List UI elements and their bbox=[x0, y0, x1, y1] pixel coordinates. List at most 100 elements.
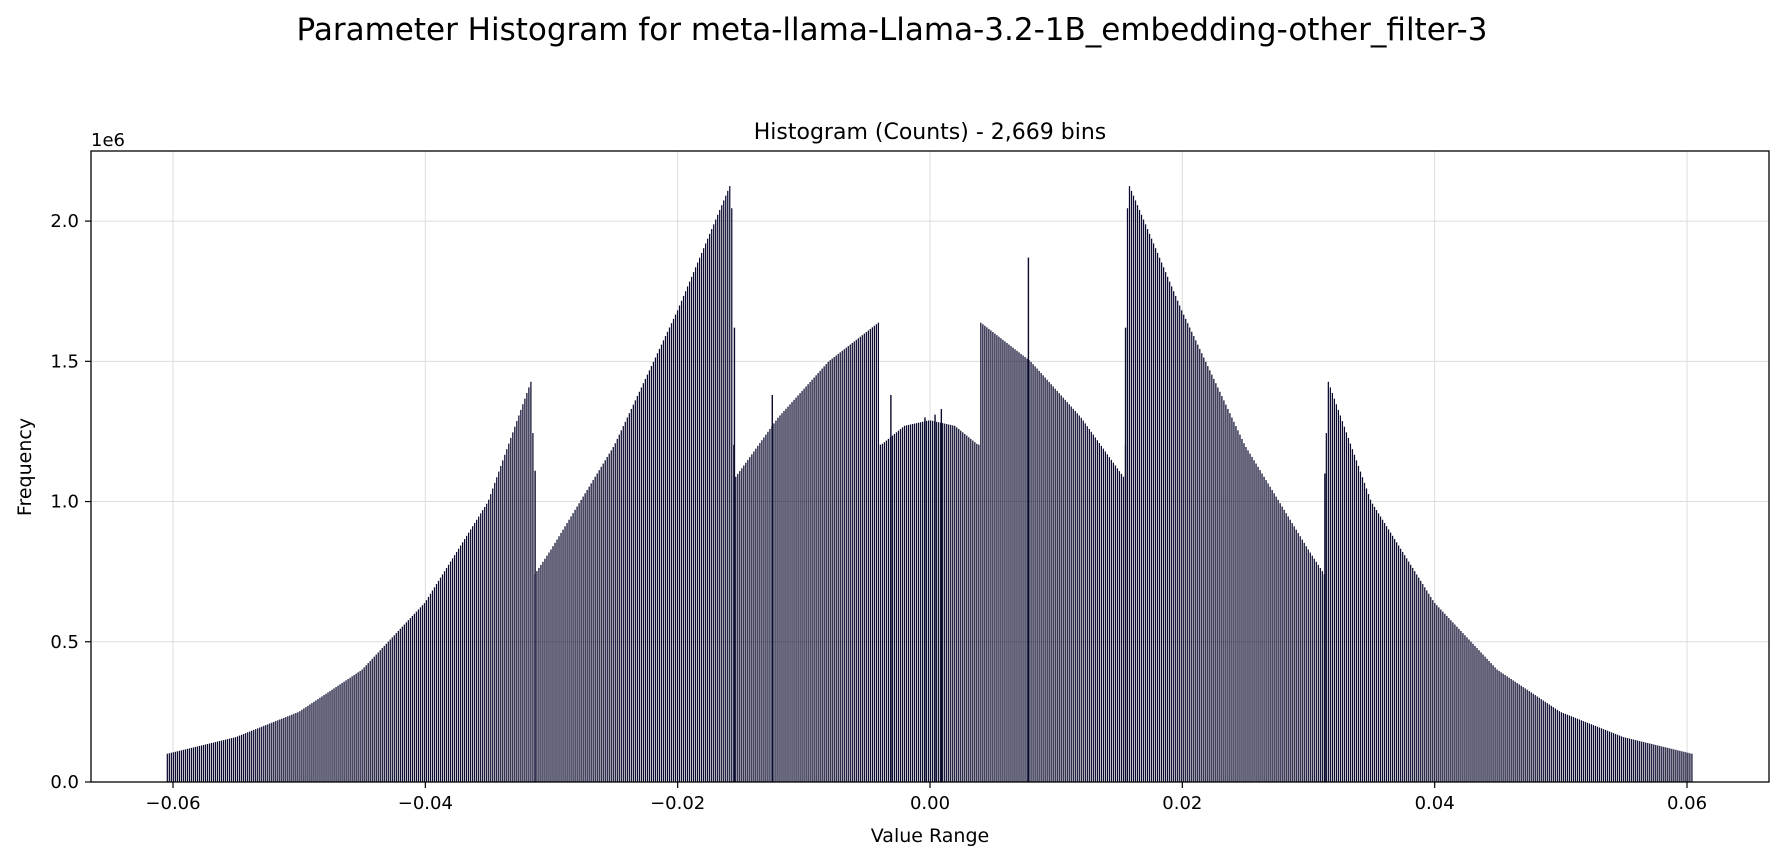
histogram-bar bbox=[271, 722, 273, 782]
y-axis: 0.0 0.5 1.0 1.5 2.0 bbox=[50, 211, 91, 793]
histogram-bar bbox=[1263, 476, 1265, 782]
histogram-bar bbox=[737, 473, 739, 782]
histogram-bar bbox=[1355, 460, 1358, 782]
histogram-bar bbox=[1225, 404, 1227, 782]
histogram-bar bbox=[1229, 413, 1231, 782]
histogram-bar bbox=[650, 366, 653, 782]
histogram-bar bbox=[980, 322, 982, 782]
histogram-bar bbox=[415, 611, 418, 782]
histogram-bar bbox=[194, 746, 197, 782]
histogram-bar bbox=[1267, 483, 1269, 782]
histogram-bar bbox=[1466, 637, 1468, 782]
histogram-bar bbox=[397, 630, 399, 782]
histogram-bar bbox=[925, 420, 928, 782]
x-tick-label: −0.06 bbox=[145, 793, 200, 814]
histogram-bar bbox=[556, 539, 558, 782]
histogram-bar bbox=[1598, 727, 1601, 782]
histogram-bar bbox=[1255, 463, 1257, 782]
histogram-bar bbox=[1379, 516, 1382, 782]
histogram-bar bbox=[962, 432, 964, 782]
histogram-bar bbox=[1359, 471, 1362, 782]
histogram-bar bbox=[353, 674, 355, 782]
histogram-bar bbox=[1685, 752, 1687, 782]
histogram-bar bbox=[1488, 660, 1490, 782]
histogram-bar bbox=[232, 737, 235, 782]
histogram-bar bbox=[1245, 447, 1247, 782]
histogram-bar bbox=[267, 724, 269, 782]
histogram-bar bbox=[1062, 397, 1064, 782]
histogram-bar bbox=[1213, 378, 1215, 782]
histogram-bar bbox=[401, 626, 403, 782]
histogram-bar bbox=[1122, 476, 1125, 782]
histogram-bar bbox=[468, 532, 470, 782]
histogram-bar bbox=[1394, 539, 1396, 782]
histogram-bar bbox=[841, 350, 843, 782]
histogram-bar bbox=[1438, 607, 1440, 782]
histogram-bar bbox=[1392, 535, 1394, 782]
histogram-bar bbox=[441, 574, 444, 782]
histogram-bar bbox=[1088, 429, 1090, 782]
histogram-bar bbox=[1036, 368, 1038, 782]
histogram-bar bbox=[727, 190, 729, 782]
histogram-bar bbox=[1050, 384, 1052, 782]
histogram-bar bbox=[1641, 741, 1643, 782]
histogram-bar bbox=[1508, 677, 1510, 782]
histogram-bar bbox=[1432, 600, 1434, 782]
histogram-bar bbox=[672, 318, 675, 782]
histogram-bar bbox=[1536, 696, 1538, 782]
histogram-bar bbox=[907, 424, 910, 782]
histogram-bar bbox=[944, 423, 946, 782]
histogram-bar bbox=[1181, 310, 1183, 782]
histogram-bar bbox=[1456, 626, 1458, 782]
histogram-bar bbox=[988, 328, 990, 782]
histogram-bar bbox=[1134, 200, 1137, 783]
histogram-bar bbox=[315, 700, 317, 782]
histogram-bar bbox=[688, 281, 691, 782]
histogram-bar bbox=[367, 663, 369, 782]
histogram-bar bbox=[1645, 742, 1647, 782]
histogram-bar bbox=[602, 463, 604, 782]
histogram-bar bbox=[1209, 370, 1211, 782]
histogram-bar bbox=[574, 509, 576, 782]
histogram-bar bbox=[377, 652, 379, 782]
histogram-bar bbox=[1408, 561, 1410, 782]
histogram-bar bbox=[662, 340, 665, 782]
histogram-bar bbox=[1524, 688, 1526, 782]
histogram-bar bbox=[301, 709, 303, 782]
histogram-bar bbox=[1504, 674, 1506, 782]
histogram-bar bbox=[1024, 357, 1026, 782]
histogram-bar bbox=[899, 429, 902, 782]
histogram-bar bbox=[1478, 650, 1480, 782]
histogram-bar bbox=[1148, 233, 1151, 783]
histogram-bar bbox=[168, 753, 170, 782]
histogram-bar bbox=[1442, 611, 1444, 782]
histogram-bar bbox=[1552, 707, 1554, 782]
histogram-bar bbox=[620, 430, 622, 782]
histogram-bar bbox=[355, 673, 357, 782]
histogram-bar bbox=[482, 510, 484, 782]
histogram-bar bbox=[1163, 267, 1165, 782]
histogram-bar bbox=[682, 295, 685, 782]
histogram-bar bbox=[1677, 750, 1679, 782]
histogram-bar bbox=[170, 752, 172, 782]
histogram-bar bbox=[472, 526, 474, 782]
histogram-bar bbox=[1464, 635, 1466, 782]
histogram-bar bbox=[1516, 683, 1518, 782]
histogram-bar bbox=[735, 476, 737, 782]
histogram-bar bbox=[1080, 417, 1082, 782]
histogram-bar bbox=[1136, 205, 1139, 782]
histogram-bar bbox=[1243, 443, 1245, 782]
histogram-bar bbox=[1675, 749, 1677, 782]
histogram-bar bbox=[1012, 347, 1014, 782]
histogram-bar bbox=[387, 641, 389, 782]
histogram-bar bbox=[1319, 568, 1321, 782]
histogram-bar bbox=[389, 639, 391, 782]
histogram-bar bbox=[857, 338, 859, 782]
histogram-bar bbox=[1165, 272, 1167, 782]
histogram-bar bbox=[594, 476, 596, 782]
histogram-bar bbox=[407, 620, 409, 782]
histogram-bar bbox=[182, 749, 185, 782]
histogram-bar bbox=[1377, 513, 1380, 782]
histogram-bar bbox=[998, 336, 1000, 782]
histogram-bar bbox=[861, 335, 863, 782]
